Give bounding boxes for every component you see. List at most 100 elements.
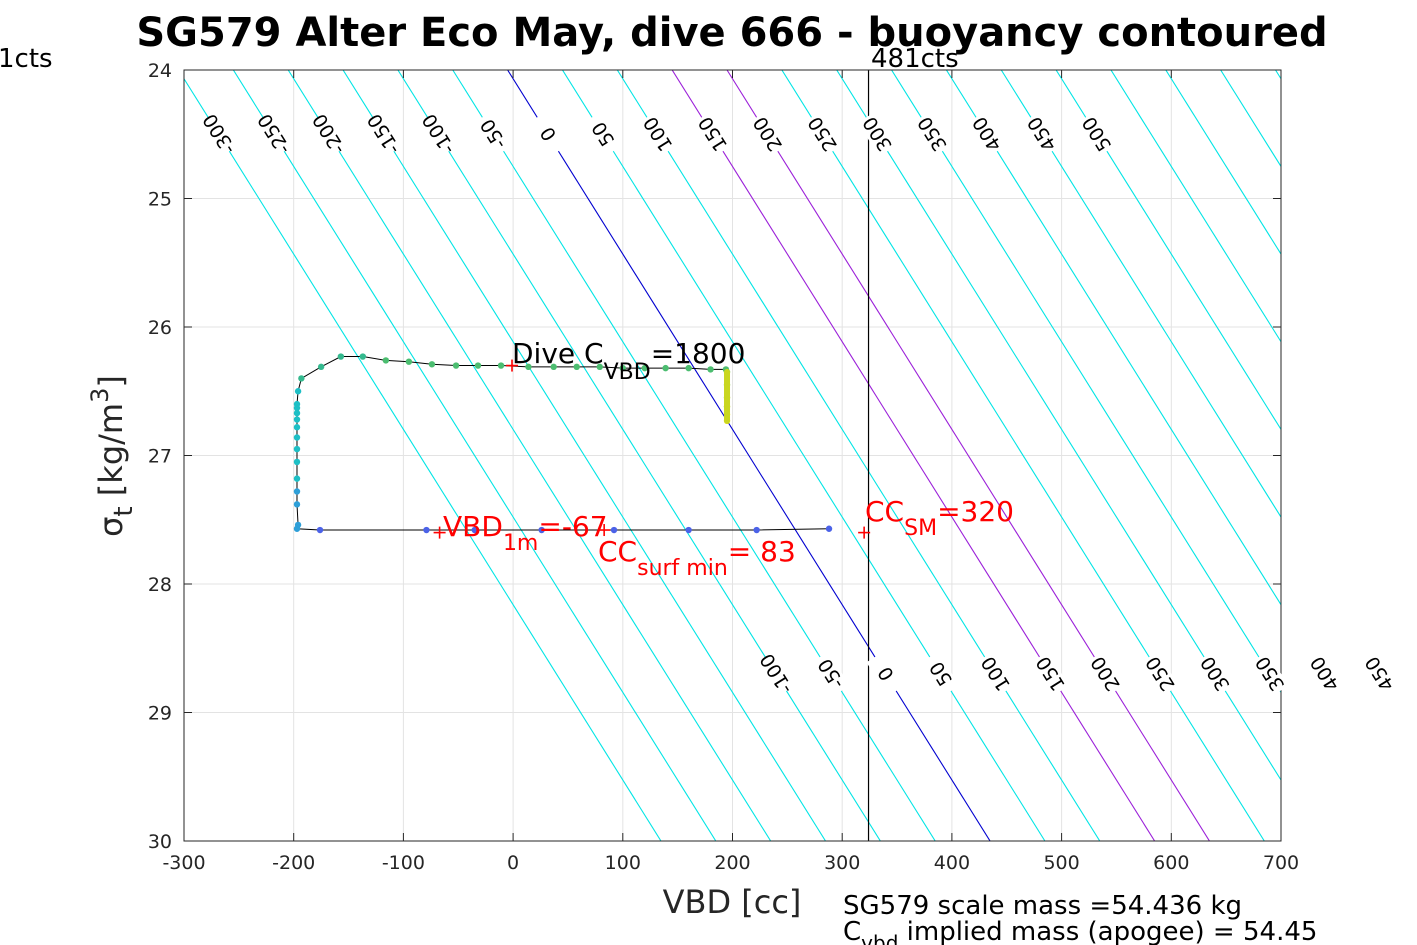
x-ticks: -300 -200 -100 0 100 200 300 400 500 600 700	[162, 70, 1299, 874]
y-tick-label: 29	[148, 703, 172, 725]
contour-label-bg	[473, 111, 513, 157]
contour-label-bg	[364, 111, 403, 157]
climb-point	[641, 364, 648, 372]
climb-point	[525, 363, 532, 371]
contour-label-bg	[1085, 651, 1125, 697]
x-axis-label: VBD [cc]	[663, 883, 802, 921]
dive-point	[538, 526, 545, 534]
x-tick-label: 300	[824, 852, 860, 874]
climb-point	[474, 362, 482, 369]
contour-label-bg	[199, 111, 238, 157]
contour-label-bg	[921, 651, 960, 697]
x-tick-label: -300	[162, 852, 205, 874]
contour-lines	[184, 70, 1417, 841]
contour-line	[671, 70, 1156, 841]
contour-label-bg	[912, 111, 951, 157]
x-tick-label: 100	[605, 852, 641, 874]
contour-line	[616, 70, 1101, 841]
markers	[433, 359, 871, 539]
trajectory-line	[296, 356, 830, 531]
dive-point	[294, 388, 302, 395]
dive-point	[293, 434, 301, 441]
climb-point	[662, 364, 669, 372]
climb-point	[382, 357, 390, 364]
contour-line	[1055, 70, 1281, 431]
dive-point	[471, 526, 478, 534]
contour-line	[836, 70, 1281, 782]
contour-line	[342, 70, 826, 841]
contour-line	[287, 70, 772, 841]
contour-label-bg	[1077, 111, 1116, 157]
dive-point	[293, 400, 301, 408]
contour-line	[232, 70, 717, 841]
x-tick-label: 600	[1153, 852, 1189, 874]
contour-label-bg	[976, 651, 1015, 697]
x-tick-label: 700	[1263, 852, 1299, 874]
contour-label-bg	[1305, 651, 1344, 697]
dive-point	[293, 458, 301, 466]
dive-point	[685, 526, 692, 534]
y-axis-label: σt [kg/m3]	[86, 375, 139, 537]
contour-label-bg	[638, 111, 677, 157]
climb-point	[596, 363, 603, 371]
dive-point	[293, 488, 301, 495]
x-tick-label: 400	[934, 852, 970, 874]
x-tick-label: 500	[1043, 852, 1079, 874]
climb-point	[359, 353, 367, 360]
vbd-1m-label: VBD1m=-67	[443, 510, 608, 556]
contour-line	[1000, 70, 1281, 519]
contour-label-bg	[1140, 651, 1179, 697]
climb-point	[707, 366, 714, 373]
contour-label-bg	[866, 651, 905, 697]
climb-point	[428, 361, 436, 368]
dive-point	[294, 521, 302, 529]
dive-point	[825, 525, 833, 532]
cts-left-label: 1cts	[0, 44, 53, 74]
y-tick-label: 30	[148, 831, 172, 853]
climb-point	[550, 363, 557, 371]
contour-label-bg	[419, 111, 458, 157]
y-tick-label: 26	[148, 317, 172, 339]
climb-point	[573, 363, 580, 371]
contour-line	[1275, 70, 1281, 80]
contour-line	[781, 70, 1265, 841]
contour-label-bg	[748, 111, 787, 157]
contour-line	[1165, 70, 1281, 256]
contour-line	[184, 77, 662, 841]
x-tick-label: 0	[507, 852, 519, 874]
contour-line	[726, 70, 1210, 841]
x-tick-label: -100	[382, 852, 425, 874]
climb-point	[337, 353, 345, 360]
contour-label-bg	[528, 111, 567, 157]
dive-point	[293, 424, 301, 431]
y-tick-label: 27	[148, 446, 172, 468]
climb-point	[405, 358, 413, 365]
dive-c-vbd-label: Dive CVBD=1800	[512, 337, 745, 385]
x-tick-label: 200	[714, 852, 750, 874]
dive-point	[293, 445, 301, 453]
contour-label-bg	[1022, 111, 1061, 157]
dive-point	[293, 409, 301, 417]
dive-point	[293, 475, 301, 482]
y-tick-label: 24	[148, 60, 172, 82]
dive-point	[316, 526, 324, 534]
contour-line	[891, 70, 1281, 694]
contour-label-bg	[967, 111, 1006, 157]
data-series	[293, 353, 833, 534]
implied-mass-label: Cvbd implied mass (apogee) = 54.45	[843, 917, 1317, 945]
contour-line	[1330, 70, 1417, 841]
climb-point	[452, 362, 460, 369]
cc-sm-label: CCSM=320	[865, 495, 1014, 541]
contour-line	[945, 70, 1281, 606]
cc-surf-min-label: CCsurf min= 83	[598, 535, 796, 581]
contour-label-bg	[857, 111, 897, 157]
contour-label-bg	[693, 111, 732, 157]
contour-label-bg	[583, 111, 622, 157]
y-ticks: 24 25 26 27 28 29 30	[148, 60, 1281, 853]
contour-label-bg	[254, 111, 293, 157]
climb-point	[685, 364, 692, 372]
y-tick-label: 28	[148, 574, 172, 596]
chart-title: SG579 Alter Eco May, dive 666 - buoyancy…	[136, 10, 1327, 56]
cts-right-label: 481cts	[871, 44, 959, 74]
contour-label-bg	[1031, 651, 1070, 697]
